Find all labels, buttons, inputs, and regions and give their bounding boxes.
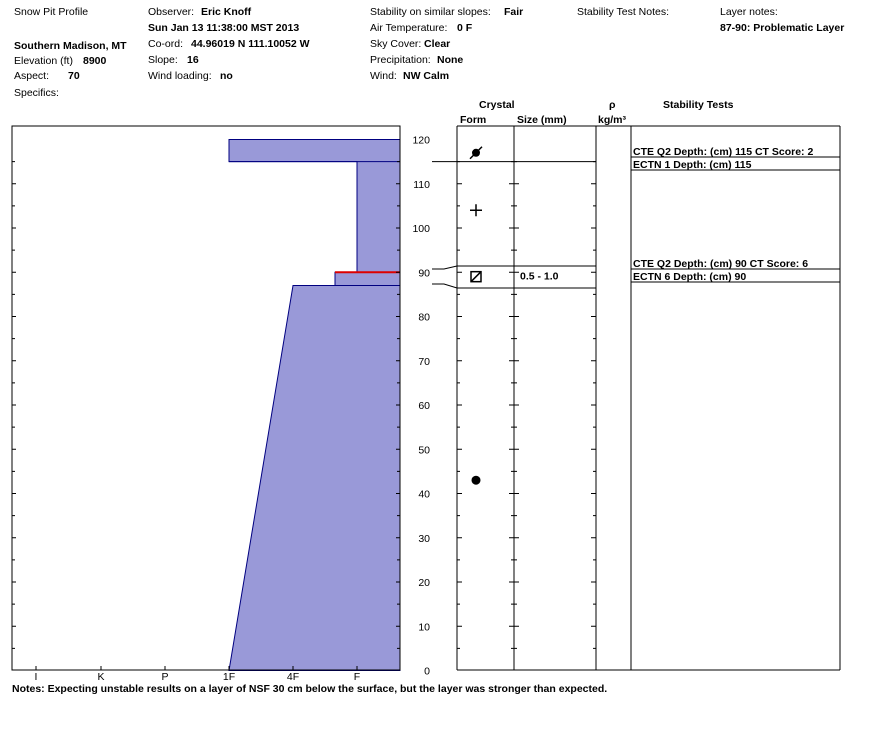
y-tick-label: 50: [418, 444, 430, 456]
elevation-value: 8900: [83, 55, 107, 67]
pit-title: Snow Pit Profile: [14, 6, 89, 18]
x-tick-label: I: [35, 671, 38, 683]
location: Southern Madison, MT: [14, 40, 127, 52]
x-tick-label: 1F: [223, 671, 235, 683]
crystal-layer-boundary: [432, 265, 596, 270]
form-header: Form: [460, 114, 487, 126]
layer-notes-label: Layer notes:: [720, 6, 778, 18]
crystal-header: Crystal: [479, 99, 515, 111]
x-tick-label: F: [354, 671, 360, 683]
aspect-value: 70: [68, 70, 80, 82]
wind-value: NW Calm: [403, 70, 450, 82]
y-tick-label: 120: [412, 135, 430, 147]
faceted-crystals-icon: [470, 271, 482, 283]
stability-notes-label: Stability Test Notes:: [577, 6, 670, 18]
sky-cover-label: Sky Cover:: [370, 38, 422, 50]
coord-value: 44.96019 N 111.10052 W: [191, 38, 310, 50]
coord-label: Co-ord:: [148, 38, 184, 50]
air-temp-value: 0 F: [457, 22, 473, 34]
precipitation-label: Precipitation:: [370, 54, 431, 66]
stability-label: Stability on similar slopes:: [370, 6, 491, 18]
wind-label: Wind:: [370, 70, 397, 82]
wind-loading-value: no: [220, 70, 233, 82]
layer-notes-value: 87-90: Problematic Layer: [720, 22, 845, 34]
y-tick-label: 60: [418, 400, 430, 412]
y-tick-label: 70: [418, 356, 430, 368]
y-tick-label: 110: [413, 179, 430, 191]
stability-tests-header: Stability Tests: [663, 99, 734, 111]
y-tick-label: 20: [418, 577, 430, 589]
faceted-crystals-icon: [470, 270, 482, 283]
stability-test-text: CTE Q2 Depth: (cm) 90 CT Score: 6: [633, 258, 808, 270]
aspect-label: Aspect:: [14, 70, 50, 82]
wind-loading-label: Wind loading:: [148, 70, 212, 82]
x-tick-label: 4F: [287, 671, 299, 683]
elevation-label: Elevation (ft): [14, 55, 73, 67]
size-header: Size (mm): [517, 114, 567, 126]
hardness-plot-frame: [11, 125, 401, 671]
rho-header: ρ: [609, 99, 616, 111]
specifics-label: Specifics:: [14, 87, 59, 99]
y-tick-label: 10: [418, 621, 430, 633]
hardness-profile-area: [228, 139, 401, 671]
observer-value: Eric Knoff: [201, 6, 252, 18]
pit-notes: Notes: Expecting unstable results on a l…: [12, 683, 608, 695]
rounded-grains-icon: [471, 475, 481, 485]
sky-cover-value: Clear: [424, 38, 451, 50]
observation-datetime: Sun Jan 13 11:38:00 MST 2013: [148, 22, 300, 34]
y-tick-label: 40: [418, 489, 430, 501]
x-tick-label: P: [161, 671, 168, 683]
y-tick-label: 100: [412, 223, 430, 235]
stability-test-text: ECTN 1 Depth: (cm) 115: [633, 159, 752, 171]
air-temp-label: Air Temperature:: [370, 22, 448, 34]
graupel-icon: [469, 146, 483, 160]
crystal-layer-boundary: [432, 283, 596, 289]
stability-test-text: ECTN 6 Depth: (cm) 90: [633, 271, 746, 283]
precipitation-particles-icon: [470, 204, 482, 217]
stability-test-text: CTE Q2 Depth: (cm) 115 CT Score: 2: [633, 146, 813, 158]
y-tick-label: 30: [418, 533, 430, 545]
stability-value: Fair: [504, 6, 524, 18]
density-unit-header: kg/m³: [598, 114, 627, 126]
slope-value: 16: [187, 54, 199, 66]
y-tick-label: 80: [418, 312, 430, 324]
observer-label: Observer:: [148, 6, 195, 18]
y-tick-label: 0: [424, 666, 430, 678]
slope-label: Slope:: [148, 54, 178, 66]
y-tick-label: 90: [418, 267, 430, 279]
x-tick-label: K: [97, 671, 104, 683]
precipitation-value: None: [437, 54, 464, 66]
crystal-size-label: 0.5 - 1.0: [520, 271, 559, 283]
